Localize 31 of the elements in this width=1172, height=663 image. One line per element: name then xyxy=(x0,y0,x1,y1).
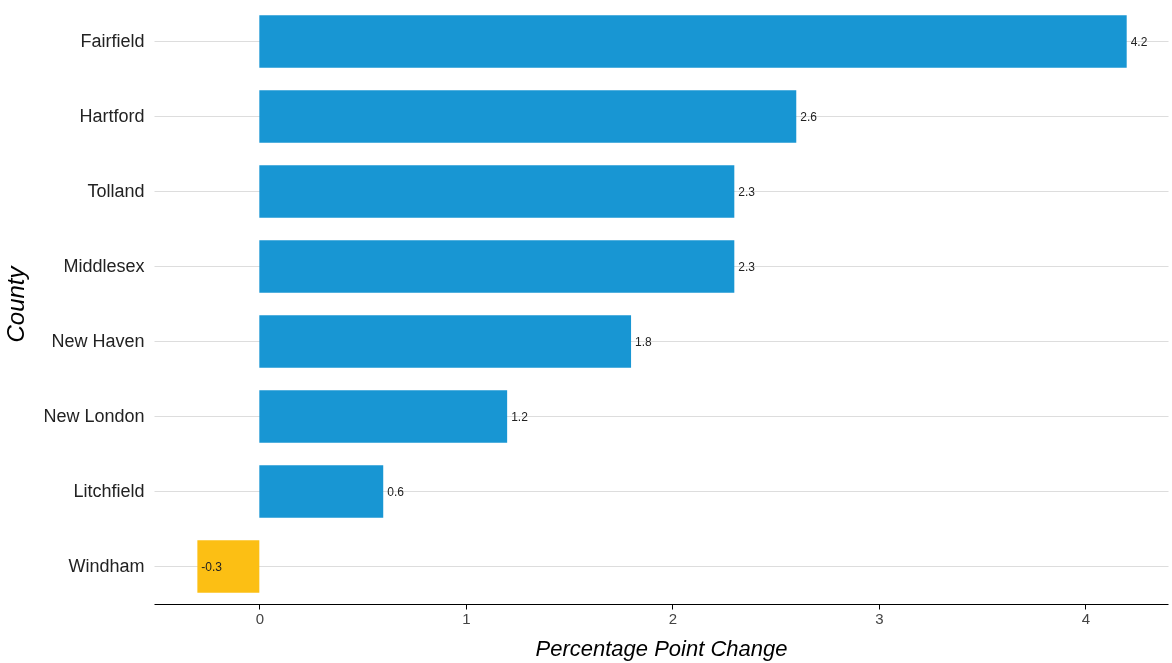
data-label: 1.8 xyxy=(635,334,653,349)
y-tick-label: Fairfield xyxy=(80,30,145,51)
data-label: 1.2 xyxy=(511,409,529,424)
x-tick-label: 4 xyxy=(1081,609,1091,627)
bar xyxy=(259,90,797,143)
bar xyxy=(259,240,735,293)
y-tick-label: Hartford xyxy=(79,105,145,126)
y-tick-label: Tolland xyxy=(87,180,145,201)
bar xyxy=(259,315,632,368)
data-label: 2.3 xyxy=(738,259,756,274)
bar xyxy=(259,465,384,518)
y-tick-label: Litchfield xyxy=(73,480,145,501)
x-tick-label: 0 xyxy=(255,609,264,627)
data-label: 2.6 xyxy=(800,109,818,124)
bar xyxy=(259,390,508,443)
y-tick-label: Middlesex xyxy=(63,255,145,276)
data-label: 0.6 xyxy=(387,484,405,499)
data-label: 4.2 xyxy=(1130,34,1148,49)
data-label: 2.3 xyxy=(738,184,756,199)
bar xyxy=(197,540,260,593)
x-axis-title: Percentage Point Change xyxy=(535,635,788,661)
y-tick-label: Windham xyxy=(68,555,145,576)
x-tick-label: 3 xyxy=(875,609,884,627)
data-label: -0.3 xyxy=(201,559,223,574)
bar xyxy=(259,165,735,218)
x-tick-label: 2 xyxy=(668,609,678,627)
x-tick-label: 1 xyxy=(462,609,471,627)
y-tick-label: New Haven xyxy=(51,330,145,351)
y-tick-label: New London xyxy=(43,405,145,426)
bar xyxy=(259,15,1127,68)
y-axis-title: County xyxy=(2,264,30,343)
